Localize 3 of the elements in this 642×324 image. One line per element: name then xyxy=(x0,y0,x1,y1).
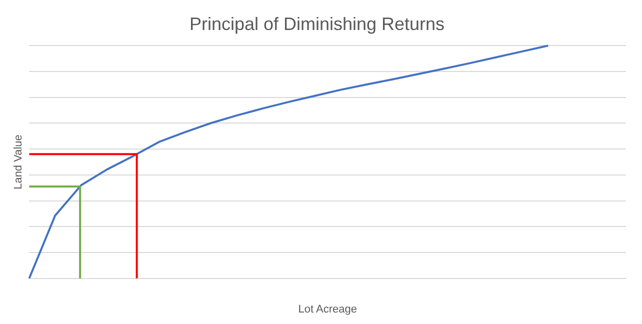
x-axis-title: Lot Acreage xyxy=(298,303,357,316)
y-axis-title: Land Value xyxy=(12,134,25,190)
chart-title: Principal of Diminishing Returns xyxy=(189,14,445,34)
